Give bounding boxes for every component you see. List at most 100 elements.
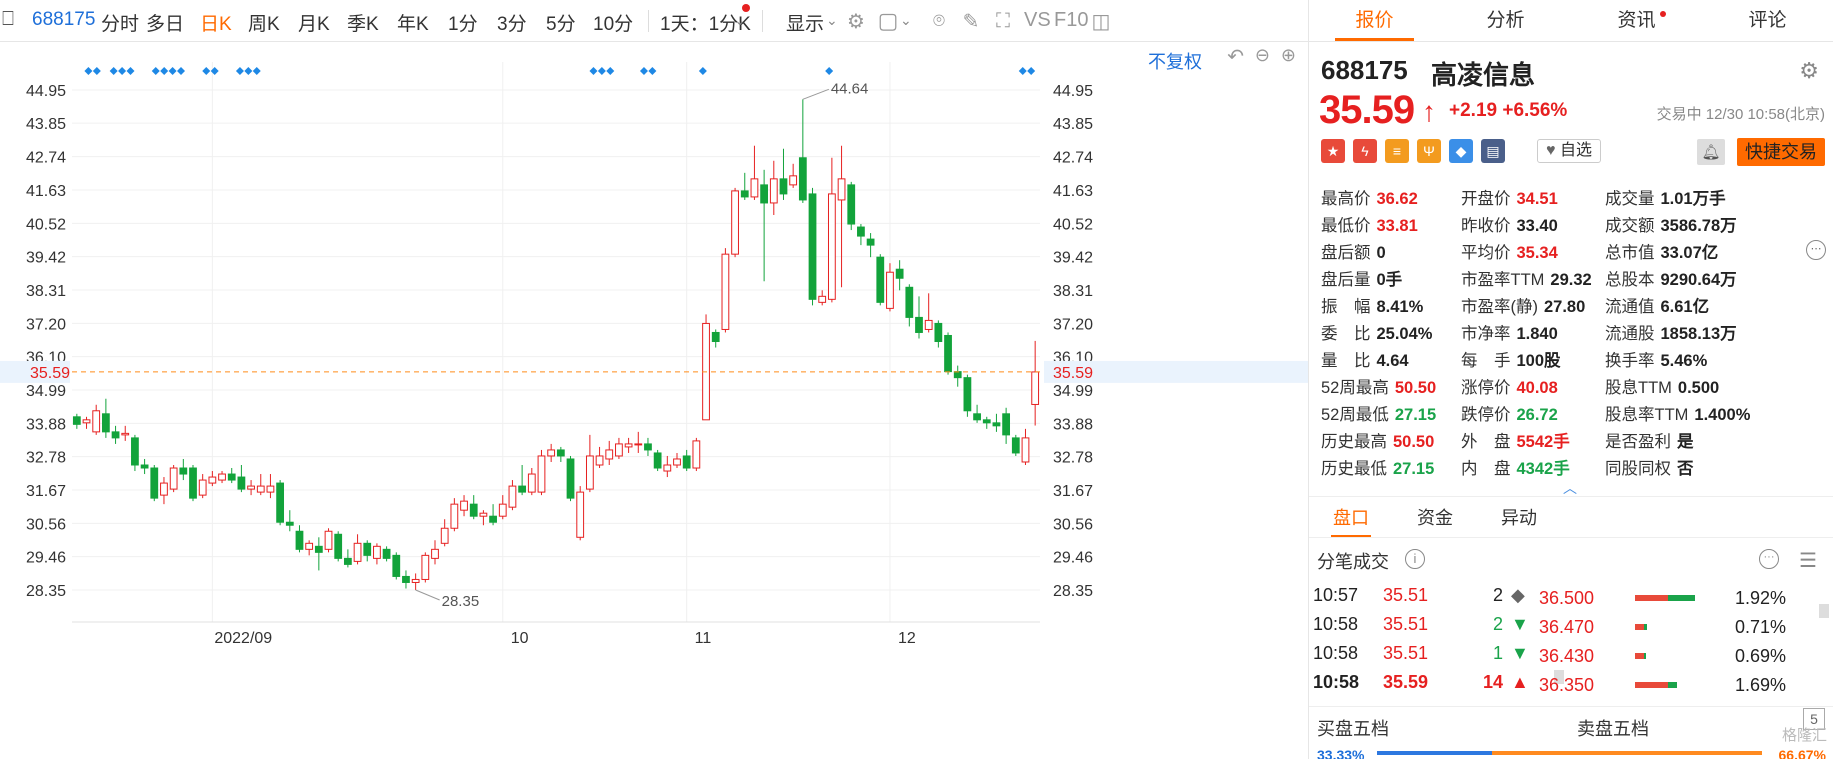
signal-marker (606, 67, 615, 75)
interval-select[interactable]: 1天：1分K (660, 14, 751, 35)
quote-label: 跌停价 (1461, 406, 1511, 424)
candle-body (944, 334, 952, 373)
chevron-down-icon[interactable]: ⌄ (734, 12, 746, 28)
quote-value: 29.32 (1550, 271, 1592, 289)
tab-year-k[interactable]: 年K (397, 14, 429, 35)
zoom-out-icon[interactable]: ⊖ (1254, 45, 1270, 65)
distribution-percent: 1.69% (1735, 675, 1787, 695)
tab-quote[interactable]: 报价 (1309, 0, 1440, 41)
quote-value: 33.40 (1516, 217, 1558, 235)
chevron-down-icon[interactable]: ⌄ (826, 12, 838, 28)
scroll-handle[interactable] (1819, 604, 1829, 618)
bell-icon[interactable]: 🔔︎ (1697, 139, 1725, 165)
candle-body (131, 437, 139, 466)
candle-body (334, 533, 343, 559)
flag-icon[interactable]: ★ (1321, 139, 1345, 163)
candle-body (1002, 413, 1011, 436)
tab-fenshi[interactable]: 分时 (101, 14, 140, 35)
y-tick-label-right: 32.78 (1053, 450, 1093, 467)
candle-body (934, 322, 943, 343)
more-icon[interactable]: ··· (1759, 549, 1779, 569)
quote-cell: 量 比 4.64 (1321, 347, 1409, 371)
fullscreen-icon[interactable]: ⛶ (996, 9, 1010, 32)
tab-season-k[interactable]: 季K (347, 14, 379, 35)
kline-chart[interactable]: 44.95 44.95 43.85 43.85 42.74 42.74 41.63 41.63… (0, 42, 1308, 759)
more-icon[interactable]: ⋯ (1806, 240, 1826, 260)
tab-1min[interactable]: 1分 (448, 14, 478, 35)
list-icon[interactable]: ☰ (1799, 550, 1817, 572)
candle-body (324, 530, 333, 550)
stock-code: 688175 (1321, 55, 1408, 85)
tab-comments[interactable]: 评论 (1748, 10, 1787, 31)
display-menu[interactable]: 显示 (786, 14, 825, 35)
gear-icon[interactable]: ⚙ (1799, 58, 1819, 83)
candle-body (895, 268, 904, 279)
chevron-down-icon[interactable]: ⌄ (900, 12, 912, 28)
tab-news[interactable]: 资讯 (1571, 0, 1702, 41)
scroll-handle[interactable] (1554, 670, 1564, 684)
vs-button[interactable]: VS (1024, 9, 1051, 31)
candle-body (392, 554, 401, 577)
y-tick-label-right: 37.20 (1053, 316, 1093, 333)
tick-row: 10:58 35.51 1 ▼ (1309, 640, 1833, 669)
signal-marker (210, 67, 219, 75)
zoom-in-icon[interactable]: ⊕ (1280, 45, 1296, 65)
quote-cell: 总市值 33.07亿 (1605, 239, 1718, 263)
tag-icon[interactable]: ◆ (1449, 139, 1473, 163)
panel-toggle-icon[interactable]: ◫ (1091, 10, 1111, 33)
trade-status: 交易中 12/30 10:58(北京) (1656, 106, 1825, 123)
quote-cell: 股息TTM 0.500 (1605, 374, 1719, 398)
doc-icon[interactable]: ▤ (1481, 139, 1505, 163)
info-icon[interactable]: i (1405, 549, 1425, 569)
y-tick-label-left: 44.95 (26, 83, 66, 100)
quote-value: 33.07亿 (1660, 244, 1719, 262)
stock-code-label[interactable]: 688175 (32, 9, 96, 30)
y-tick-label-left: 38.31 (26, 283, 66, 300)
candle-body (982, 419, 991, 424)
pencil-icon[interactable]: ✎ (962, 10, 980, 33)
balance-icon[interactable]: Ψ (1417, 139, 1441, 163)
chart-toolbar: ⎕ 688175 分时 多日 日K 周K 月K 季K 年K 1分 3分 5分 1… (0, 0, 1308, 42)
lightning-icon[interactable]: ϟ (1353, 139, 1377, 163)
undo-icon[interactable]: ↶ (1227, 46, 1244, 68)
f10-button[interactable]: F10 (1054, 9, 1089, 31)
quote-label: 流通值 (1605, 298, 1655, 316)
quote-value: 25.04% (1376, 325, 1433, 343)
tab-zijin[interactable]: 资金 (1417, 508, 1453, 528)
tab-3min[interactable]: 3分 (497, 14, 527, 35)
quote-cell: 流通股 1858.13万 (1605, 320, 1737, 344)
candle-body (411, 578, 420, 583)
sidebar-toggle-icon[interactable]: ⎕ (2, 8, 14, 30)
candle-body (595, 455, 604, 466)
tab-analysis[interactable]: 分析 (1486, 10, 1525, 31)
x-tick-label: 12 (898, 630, 916, 647)
add-watchlist-button[interactable]: ♥ 自选 (1537, 139, 1601, 163)
tab-week-k[interactable]: 周K (248, 14, 280, 35)
chevron-up-icon[interactable]: ︿ (1563, 480, 1577, 496)
tab-yidong[interactable]: 异动 (1501, 508, 1537, 528)
tab-5min[interactable]: 5分 (546, 14, 576, 35)
gear-icon[interactable]: ⚙ (847, 10, 865, 33)
distribution-bar-green (1644, 653, 1646, 659)
quote-cell: 股息率TTM 1.400% (1605, 401, 1750, 425)
quote-value: 36.62 (1376, 190, 1418, 208)
kline-svg[interactable]: 44.95 44.95 43.85 43.85 42.74 42.74 41.63 41.63… (0, 42, 1308, 759)
quick-trade-button[interactable]: 快捷交易 (1737, 138, 1825, 166)
no-adjust-button[interactable]: 不复权 (1148, 52, 1202, 72)
candle-body (150, 467, 159, 499)
tab-month-k[interactable]: 月K (298, 14, 330, 35)
coins-icon[interactable]: ≡ (1385, 139, 1409, 163)
tab-duori[interactable]: 多日 (146, 14, 185, 35)
tab-day-k[interactable]: 日K (200, 14, 232, 35)
tab-10min[interactable]: 10分 (593, 14, 634, 35)
tick-direction-icon: ◆ (1511, 585, 1525, 605)
candle-body (460, 500, 468, 511)
sub-tabs: 盘口 资金 异动 (1309, 496, 1833, 538)
depth-selector[interactable]: 5 (1803, 708, 1825, 730)
square-icon[interactable]: ▢ (877, 8, 899, 33)
candle-body (247, 485, 255, 490)
quote-panel: 报价 分析 资讯 评论 688175 高凌信息 ⚙ 35.59 ↑ +2.19 … (1308, 0, 1833, 759)
camera-icon[interactable]: ⌾ (933, 9, 945, 32)
tab-pankou[interactable]: 盘口 (1309, 497, 1393, 537)
signal-marker (151, 67, 160, 75)
